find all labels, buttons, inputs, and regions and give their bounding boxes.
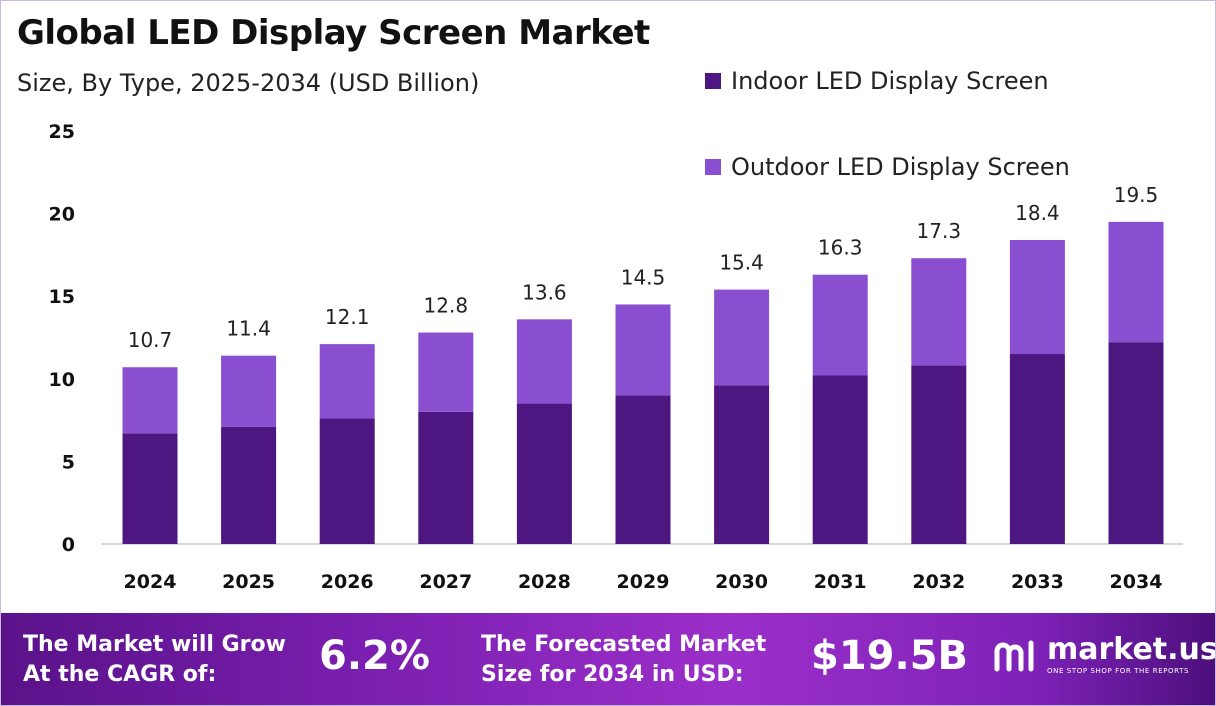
x-tick-label: 2034 [1110, 571, 1163, 593]
x-tick-label: 2027 [419, 571, 472, 593]
bar-chart: 051015202510.7202411.4202512.1202612.820… [49, 121, 1183, 593]
y-tick-label: 0 [62, 534, 75, 556]
bar-segment-indoor [516, 403, 572, 544]
y-tick-label: 25 [49, 121, 75, 143]
forecast-value: $19.5B [811, 633, 969, 679]
total-label: 12.8 [424, 294, 469, 318]
bar-segment-indoor [812, 375, 868, 544]
bar-segment-outdoor [911, 258, 967, 366]
bar-segment-outdoor [516, 319, 572, 404]
bar-segment-indoor [221, 426, 277, 544]
bar-segment-outdoor [1009, 240, 1065, 355]
bar-segment-outdoor [221, 355, 277, 427]
total-label: 18.4 [1015, 201, 1060, 225]
bar-segment-outdoor [319, 344, 375, 419]
y-tick-label: 5 [62, 451, 75, 473]
bar-segment-indoor [418, 411, 474, 544]
total-label: 15.4 [719, 251, 764, 275]
bar-segment-indoor [615, 395, 671, 544]
forecast-label: The Forecasted Market Size for 2034 in U… [481, 632, 767, 687]
x-tick-label: 2029 [617, 571, 670, 593]
chart-subtitle: Size, By Type, 2025-2034 (USD Billion) [17, 69, 480, 97]
legend-swatch-indoor [705, 73, 721, 89]
bar-segment-indoor [714, 385, 770, 544]
x-tick-label: 2025 [222, 571, 275, 593]
y-tick-label: 20 [49, 204, 75, 226]
market-us-logo-icon [994, 640, 1034, 672]
bar-segment-indoor [1009, 354, 1065, 544]
x-tick-label: 2030 [715, 571, 768, 593]
y-tick-label: 15 [49, 286, 75, 308]
total-label: 10.7 [128, 328, 173, 352]
bar-segment-outdoor [812, 274, 868, 376]
x-tick-label: 2032 [912, 571, 965, 593]
total-label: 16.3 [818, 236, 863, 260]
total-label: 12.1 [325, 305, 370, 329]
total-label: 11.4 [226, 317, 271, 341]
bar-segment-indoor [911, 365, 967, 544]
bar-segment-indoor [1108, 342, 1164, 544]
bar-segment-indoor [122, 433, 178, 544]
legend-item-outdoor: Outdoor LED Display Screen [705, 153, 1070, 181]
x-tick-label: 2024 [124, 571, 177, 593]
brand-name: market.us [1047, 632, 1216, 667]
brand-tagline: ONE STOP SHOP FOR THE REPORTS [1047, 667, 1190, 675]
bar-segment-outdoor [714, 289, 770, 386]
total-label: 17.3 [917, 219, 962, 243]
x-tick-label: 2028 [518, 571, 571, 593]
bar-segment-indoor [319, 418, 375, 544]
total-label: 19.5 [1114, 183, 1159, 207]
x-tick-label: 2026 [321, 571, 374, 593]
bar-segment-outdoor [1108, 221, 1164, 343]
bar-segment-outdoor [122, 367, 178, 434]
cagr-value: 6.2% [319, 633, 430, 679]
bar-segment-outdoor [615, 304, 671, 396]
legend-swatch-outdoor [705, 159, 721, 175]
x-tick-label: 2033 [1011, 571, 1064, 593]
brand-logo: market.us ONE STOP SHOP FOR THE REPORTS [993, 632, 1216, 675]
legend-label-indoor: Indoor LED Display Screen [731, 67, 1049, 95]
cagr-label: The Market will Grow At the CAGR of: [23, 632, 286, 687]
y-tick-label: 10 [49, 369, 75, 391]
bar-segment-outdoor [418, 332, 474, 412]
legend-item-indoor: Indoor LED Display Screen [705, 67, 1049, 95]
total-label: 14.5 [621, 265, 666, 289]
legend-label-outdoor: Outdoor LED Display Screen [731, 153, 1070, 181]
chart-title: Global LED Display Screen Market [17, 13, 650, 53]
total-label: 13.6 [522, 280, 567, 304]
footer-banner: The Market will Grow At the CAGR of: 6.2… [1, 613, 1215, 705]
x-tick-label: 2031 [814, 571, 867, 593]
